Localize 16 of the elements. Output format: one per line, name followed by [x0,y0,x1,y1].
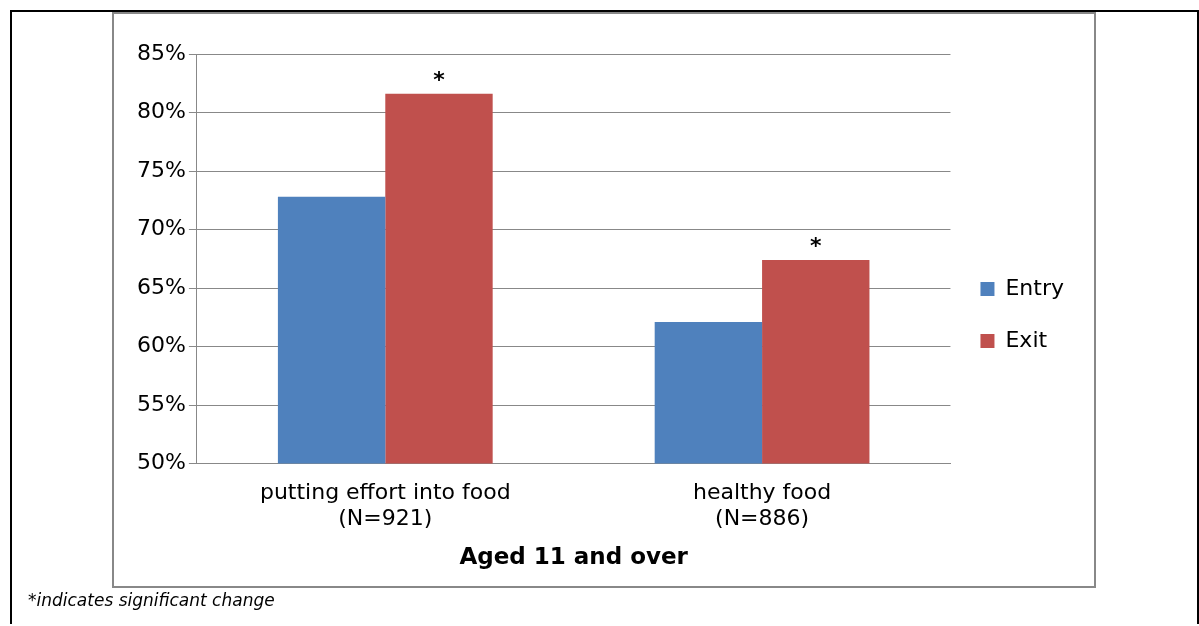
x-tick-label: putting effort into food (N=921) [259,478,511,530]
y-tick-label: 60% [136,332,186,358]
y-tick-label: 80% [136,98,186,124]
y-tick-label: 75% [136,156,186,182]
annotation: * [810,232,823,258]
annotation: * [433,66,446,92]
y-tick-label: 65% [136,273,186,299]
x-tick-label: healthy food (N=886) [692,478,832,530]
y-tick-label: 85% [136,39,186,65]
text: *indicates significant change [28,590,275,610]
y-tick-label: 55% [136,390,186,416]
legend-label: Exit [1005,326,1048,352]
y-tick-label: 70% [136,215,186,241]
y-tick-label: 50% [136,449,186,475]
x-axis-title: Aged 11 and over [459,543,689,570]
legend-label: Entry [1005,274,1065,300]
